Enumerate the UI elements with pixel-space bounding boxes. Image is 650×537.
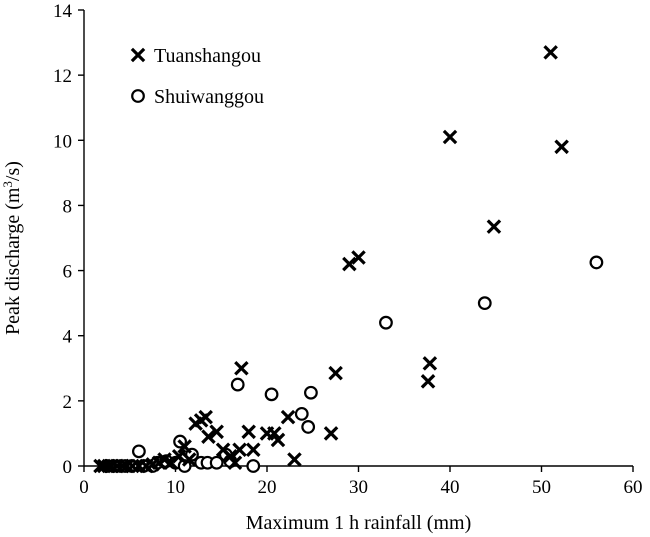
point-tuanshangou	[287, 452, 302, 467]
point-tuanshangou	[486, 219, 502, 234]
point-tuanshangou	[232, 442, 247, 457]
y-tick-label: 14	[53, 1, 73, 22]
cross-stroke	[215, 442, 231, 457]
y-ticks: 0 2 4 6 8 10 12 14	[53, 1, 84, 478]
point-shuiwanggou	[294, 406, 309, 421]
point-tuanshangou	[181, 452, 197, 467]
point-tuanshangou	[270, 432, 286, 448]
x-axis-title: Maximum 1 h rainfall (mm)	[246, 512, 472, 534]
cross-stroke	[130, 47, 146, 63]
point-shuiwanggou	[246, 459, 261, 473]
cross-stroke	[486, 219, 502, 234]
point-tuanshangou	[543, 45, 558, 60]
point-tuanshangou	[201, 429, 216, 444]
point-tuanshangou	[241, 424, 256, 440]
point-tuanshangou	[267, 426, 282, 441]
point-shuiwanggou	[131, 444, 146, 459]
cross-stroke	[198, 409, 213, 425]
legend-label: Shuiwanggou	[154, 86, 264, 108]
point-shuiwanggou	[301, 420, 316, 434]
cross-stroke	[171, 448, 187, 464]
cross-stroke	[267, 426, 282, 441]
y-tick-label: 10	[53, 131, 72, 152]
x-ticks: 0 10 20 30 40 50 60	[79, 466, 643, 498]
point-shuiwanggou	[379, 315, 393, 330]
point-tuanshangou	[177, 439, 192, 454]
y-axis-title: Peak discharge (m3/s)	[0, 161, 24, 335]
y-axis-title-main: Peak discharge (m	[2, 187, 24, 335]
y-tick-label: 2	[63, 392, 73, 413]
x-tick-label: 10	[166, 477, 185, 498]
point-tuanshangou	[171, 448, 187, 464]
point-tuanshangou	[422, 356, 438, 371]
x-tick-label: 50	[532, 477, 551, 498]
point-tuanshangou	[323, 426, 339, 441]
cross-stroke	[342, 256, 357, 272]
y-axis-title-end: /s)	[2, 161, 24, 181]
cross-stroke	[280, 409, 296, 425]
legend-label: Tuanshangou	[154, 45, 261, 67]
cross-stroke	[241, 424, 256, 440]
point-shuiwanggou	[304, 385, 318, 400]
x-tick-label: 30	[349, 477, 368, 498]
legend-item-shuiwanggou: Shuiwanggou	[131, 86, 264, 108]
cross-stroke	[323, 426, 339, 441]
y-tick-label: 12	[53, 66, 72, 87]
point-tuanshangou	[246, 442, 261, 457]
cross-stroke	[181, 452, 197, 467]
series-tuanshangou	[93, 45, 569, 474]
x-tick-label: 20	[258, 477, 277, 498]
cross-stroke	[351, 250, 366, 265]
point-tuanshangou	[351, 250, 366, 265]
point-tuanshangou	[554, 139, 569, 155]
series-shuiwanggou	[99, 255, 604, 473]
x-tick-label: 0	[79, 477, 89, 498]
data-points	[93, 45, 604, 474]
point-shuiwanggou	[230, 377, 245, 392]
x-tick-label: 40	[441, 477, 460, 498]
legend-marker-shuiwanggou	[131, 89, 145, 103]
cross-stroke	[157, 452, 172, 467]
point-tuanshangou	[342, 256, 357, 272]
point-tuanshangou	[234, 361, 249, 376]
point-tuanshangou	[198, 409, 213, 425]
cross-stroke	[246, 442, 261, 457]
legend: Tuanshangou Shuiwanggou	[130, 45, 264, 108]
cross-stroke	[420, 374, 436, 389]
point-tuanshangou	[227, 455, 243, 471]
point-tuanshangou	[420, 374, 436, 389]
point-shuiwanggou	[209, 455, 224, 470]
cross-stroke	[554, 139, 569, 155]
y-tick-label: 0	[63, 457, 73, 478]
y-tick-label: 6	[63, 262, 73, 283]
legend-item-tuanshangou: Tuanshangou	[130, 45, 261, 67]
cross-stroke	[201, 429, 216, 444]
cross-stroke	[177, 439, 192, 454]
point-shuiwanggou	[589, 255, 604, 270]
point-tuanshangou	[209, 424, 224, 440]
cross-stroke	[232, 442, 247, 457]
point-shuiwanggou	[477, 296, 492, 311]
y-tick-label: 8	[63, 196, 73, 217]
axes	[83, 10, 633, 467]
cross-stroke	[543, 45, 558, 60]
cross-stroke	[422, 356, 438, 371]
y-axis-title-superscript: 3	[0, 181, 15, 188]
point-tuanshangou	[280, 409, 296, 425]
legend-marker-tuanshangou	[130, 47, 146, 63]
cross-stroke	[209, 424, 224, 440]
cross-stroke	[234, 361, 249, 376]
x-tick-label: 60	[624, 477, 643, 498]
cross-stroke	[227, 455, 243, 471]
y-tick-label: 4	[63, 327, 73, 348]
point-tuanshangou	[442, 129, 458, 145]
point-tuanshangou	[157, 452, 172, 467]
point-shuiwanggou	[264, 387, 279, 402]
point-tuanshangou	[328, 365, 343, 381]
cross-stroke	[287, 452, 302, 467]
cross-stroke	[328, 365, 343, 381]
cross-stroke	[442, 129, 458, 145]
cross-stroke	[270, 432, 286, 448]
